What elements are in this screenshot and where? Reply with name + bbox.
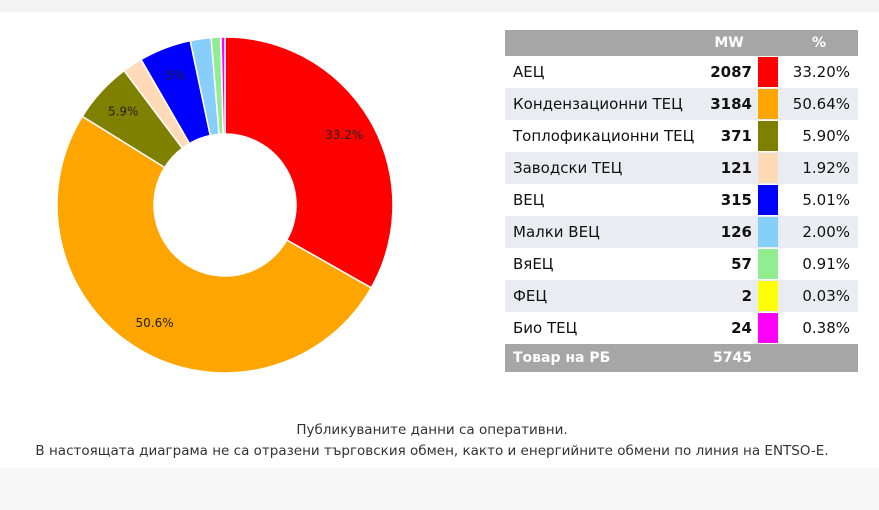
legend-mw: 121 [700, 152, 758, 184]
total-row: Товар на РБ 5745 [505, 344, 858, 372]
legend-row: ВяЕЦ 57 0.91% [505, 248, 858, 280]
legend-swatch-cell [758, 216, 780, 248]
slice-label: 5% [166, 69, 185, 83]
legend-pct: 2.00% [780, 216, 858, 248]
legend-mw: 57 [700, 248, 758, 280]
legend-row: Топлофикационни ТЕЦ 371 5.90% [505, 120, 858, 152]
legend-pct: 0.38% [780, 312, 858, 344]
header-mw: MW [700, 30, 758, 56]
legend-swatch [758, 89, 778, 119]
slice-label: 50.6% [135, 316, 173, 330]
legend-mw: 24 [700, 312, 758, 344]
total-pct-cell [780, 344, 858, 372]
legend-pct: 0.91% [780, 248, 858, 280]
legend-source: Малки ВЕЦ [505, 216, 700, 248]
note-line-1: Публикуваните данни са оперативни. [296, 422, 568, 438]
header-pct: % [780, 30, 858, 56]
legend-swatch [758, 313, 778, 343]
legend-pct: 5.90% [780, 120, 858, 152]
note-line-2: В настоящата диаграма не са отразени тър… [35, 443, 829, 459]
legend-swatch [758, 249, 778, 279]
legend-swatch [758, 217, 778, 247]
donut-slice [220, 36, 226, 135]
legend-swatch-cell [758, 280, 780, 312]
legend-pct: 5.01% [780, 184, 858, 216]
legend-source: ФЕЦ [505, 280, 700, 312]
total-label: Товар на РБ [505, 344, 700, 372]
legend-row: ФЕЦ 2 0.03% [505, 280, 858, 312]
legend-table: MW % АЕЦ 2087 33.20% Кондензационни ТЕЦ 3184… [505, 30, 858, 372]
total-swatch-cell [758, 344, 780, 372]
donut-slice [56, 115, 373, 374]
total-mw: 5745 [700, 344, 758, 372]
legend-mw: 2087 [700, 56, 758, 88]
legend-row: Био ТЕЦ 24 0.38% [505, 312, 858, 344]
legend-swatch-cell [758, 184, 780, 216]
legend-mw: 371 [700, 120, 758, 152]
legend-source: Топлофикационни ТЕЦ [505, 120, 700, 152]
legend-source: ВяЕЦ [505, 248, 700, 280]
legend-swatch [758, 153, 778, 183]
legend-swatch [758, 185, 778, 215]
legend-mw: 315 [700, 184, 758, 216]
donut-slice [224, 36, 394, 289]
legend-swatch [758, 121, 778, 151]
legend-mw: 3184 [700, 88, 758, 120]
legend-pct: 0.03% [780, 280, 858, 312]
legend-swatch-cell [758, 312, 780, 344]
legend-header-row: MW % [505, 30, 858, 56]
legend-source: Кондензационни ТЕЦ [505, 88, 700, 120]
legend-swatch [758, 281, 778, 311]
legend-pct: 33.20% [780, 56, 858, 88]
header-source [505, 30, 700, 56]
legend-source: АЕЦ [505, 56, 700, 88]
legend-row: АЕЦ 2087 33.20% [505, 56, 858, 88]
slice-label: 5.9% [108, 104, 138, 118]
legend-swatch-cell [758, 248, 780, 280]
legend-swatch [758, 57, 778, 87]
bottom-band [0, 468, 879, 510]
legend-swatch-cell [758, 88, 780, 120]
legend-row: Малки ВЕЦ 126 2.00% [505, 216, 858, 248]
legend-mw: 2 [700, 280, 758, 312]
legend-row: ВЕЦ 315 5.01% [505, 184, 858, 216]
notes: Публикуваните данни са оперативни. В нас… [0, 420, 864, 462]
header-swatch [758, 30, 780, 56]
legend-pct: 50.64% [780, 88, 858, 120]
legend-mw: 126 [700, 216, 758, 248]
slice-label: 33.2% [325, 128, 363, 142]
legend-source: Заводски ТЕЦ [505, 152, 700, 184]
top-band [0, 0, 879, 12]
legend-swatch-cell [758, 120, 780, 152]
donut-chart: 33.2% 50.6% 5.9% 5% [56, 36, 394, 374]
legend-row: Кондензационни ТЕЦ 3184 50.64% [505, 88, 858, 120]
legend-source: Био ТЕЦ [505, 312, 700, 344]
legend-source: ВЕЦ [505, 184, 700, 216]
legend-row: Заводски ТЕЦ 121 1.92% [505, 152, 858, 184]
legend-swatch-cell [758, 152, 780, 184]
legend-pct: 1.92% [780, 152, 858, 184]
legend-swatch-cell [758, 56, 780, 88]
